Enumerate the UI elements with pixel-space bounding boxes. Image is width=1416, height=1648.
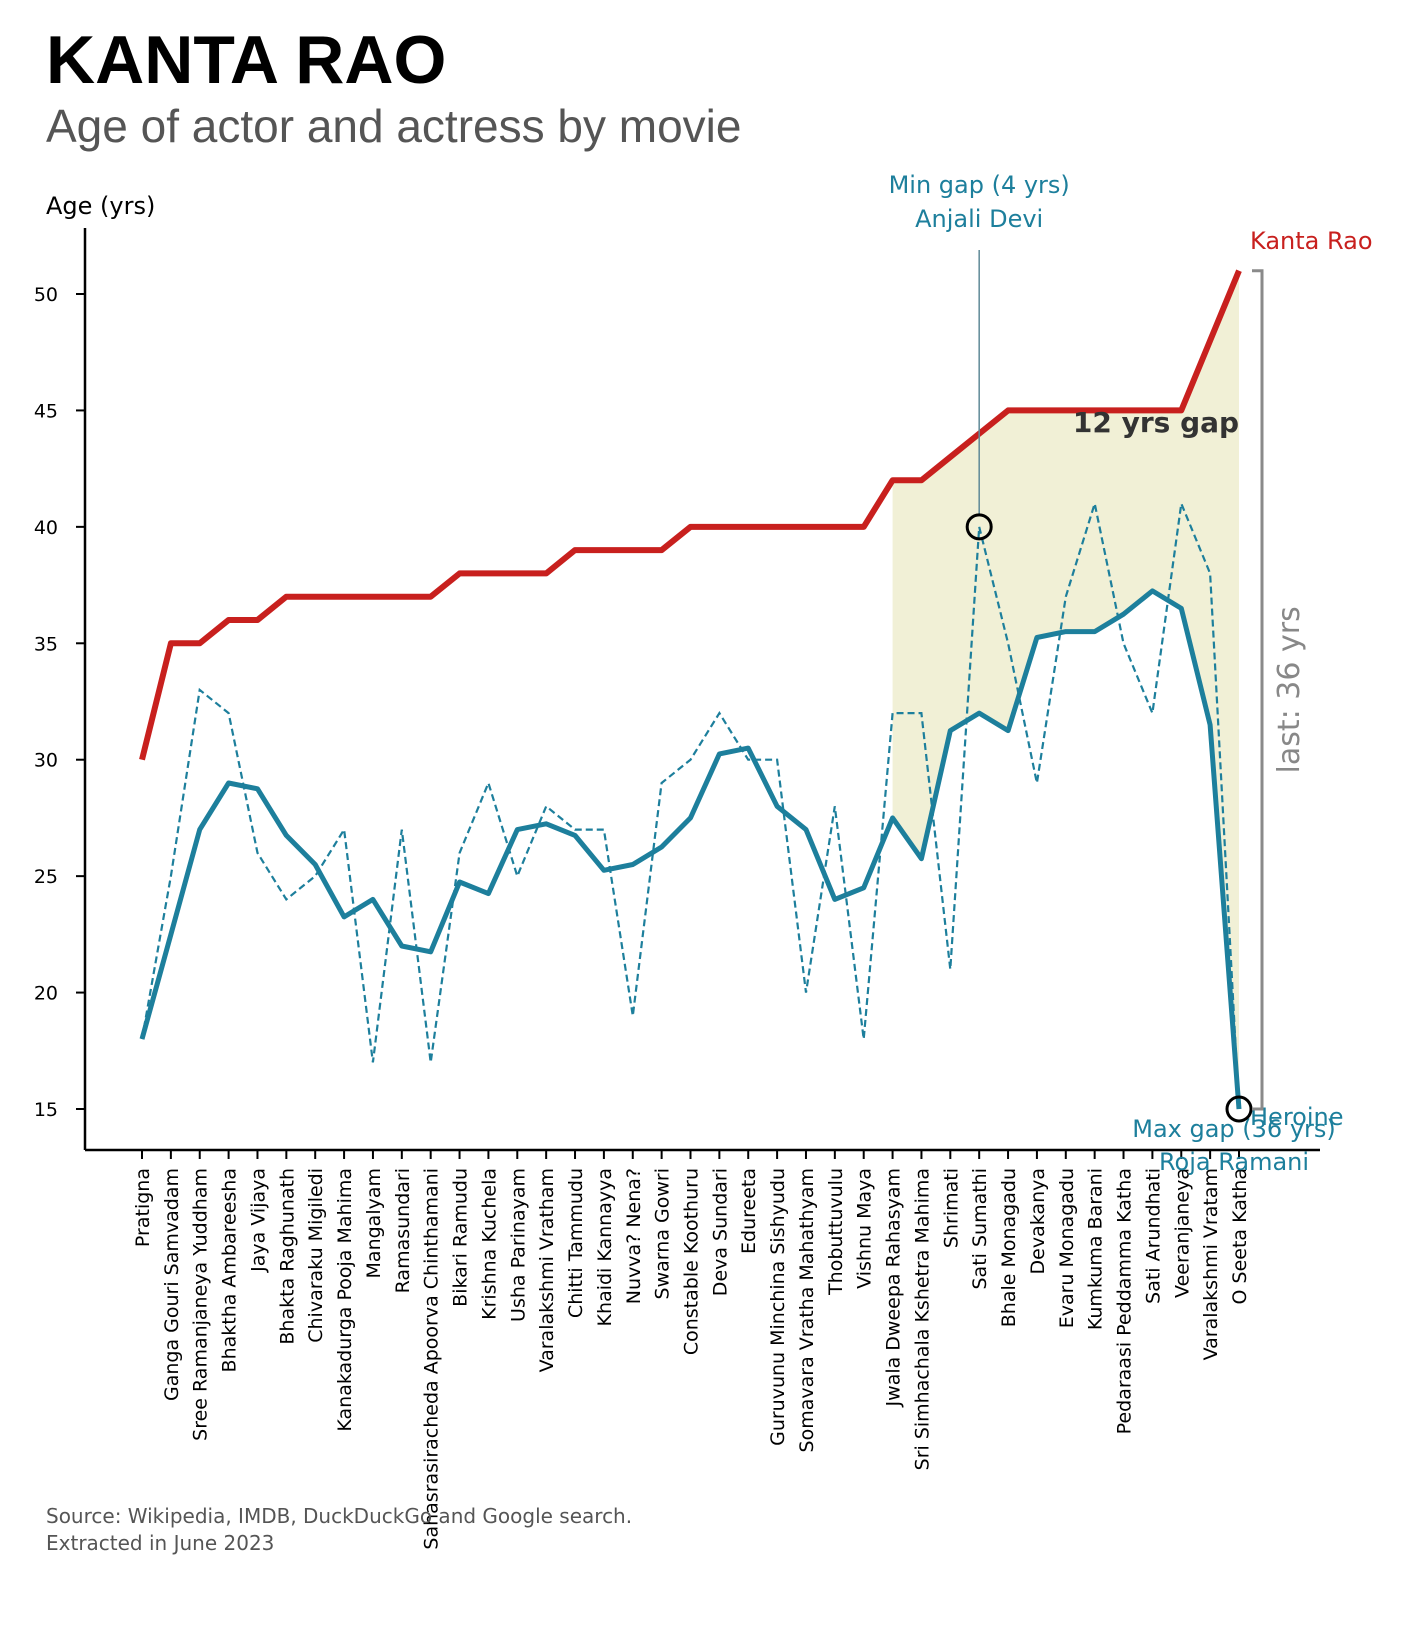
x-category-label: Jwala Dweepa Rahasyam xyxy=(883,1168,905,1407)
x-category-label: Shrimati xyxy=(940,1168,962,1248)
x-category-label: Bikari Ramudu xyxy=(450,1168,472,1307)
min-gap-actress-label: Anjali Devi xyxy=(915,205,1043,233)
heroine-age-dashed-line xyxy=(140,499,1241,1110)
annotations: Min gap (4 yrs) Anjali Devi Max gap (36 … xyxy=(889,171,1373,1176)
x-category-label: Krishna Kuchela xyxy=(478,1168,500,1320)
x-category-label: Thobuttuvulu xyxy=(825,1168,847,1296)
actor-series-label: Kanta Rao xyxy=(1250,227,1373,255)
x-category-label: Devakanya xyxy=(1027,1168,1049,1274)
extraction-date-note: Extracted in June 2023 xyxy=(46,1531,274,1555)
x-category-label: Pratigna xyxy=(132,1168,154,1247)
x-category-label: Mangalyam xyxy=(363,1168,385,1278)
x-category-label: Varalakshmi Vratam xyxy=(1200,1168,1222,1360)
average-gap-label: 12 yrs gap xyxy=(1073,406,1239,439)
chart-title: KANTA RAO xyxy=(46,22,446,98)
x-category-label: Vishnu Maya xyxy=(854,1168,876,1289)
x-category-label: Kumkuma Barani xyxy=(1085,1168,1107,1330)
x-category-label: Nuvva? Nena? xyxy=(623,1168,645,1304)
max-gap-marker xyxy=(1225,1095,1253,1123)
x-category-label: Ramasundari xyxy=(392,1168,414,1293)
chart-subtitle: Age of actor and actress by movie xyxy=(46,100,741,152)
x-category-label: Sree Ramanjaneya Yuddham xyxy=(190,1168,212,1441)
y-tick-label: 30 xyxy=(34,750,58,772)
x-category-labels: Pratigna Ganga Gouri Samvadam Sree Ramanja… xyxy=(132,1150,1251,1550)
y-tick-label: 45 xyxy=(34,400,58,422)
y-tick-label: 25 xyxy=(34,866,58,888)
x-category-label: Guruvunu Minchina Sishyudu xyxy=(767,1168,789,1446)
x-category-label: Constable Koothuru xyxy=(681,1168,703,1355)
x-category-label: Deva Sundari xyxy=(709,1168,731,1296)
x-category-label: O Seeta Katha xyxy=(1229,1168,1251,1304)
y-tick-label: 35 xyxy=(34,633,58,655)
y-axis-label: Age (yrs) xyxy=(46,192,155,220)
y-tick-label: 20 xyxy=(34,983,58,1005)
y-tick-label: 40 xyxy=(34,517,58,539)
source-note: Source: Wikipedia, IMDB, DuckDuckGo and … xyxy=(46,1504,632,1528)
x-category-label: Usha Parinayam xyxy=(507,1168,529,1322)
x-category-label: Somavara Vratha Mahathyam xyxy=(796,1168,818,1452)
x-category-label: Chivaraku Migiledi xyxy=(305,1168,327,1343)
heroine-age-average-line xyxy=(139,588,1242,1110)
x-category-label: Veeranjaneya xyxy=(1171,1168,1193,1298)
x-category-label: Ganga Gouri Samvadam xyxy=(161,1168,183,1401)
actress-series-label: Heroine xyxy=(1250,1103,1343,1131)
x-category-label: Edureeta xyxy=(738,1168,760,1254)
y-tick-label: 15 xyxy=(34,1099,58,1121)
x-category-label: Bhaktha Ambareesha xyxy=(219,1168,241,1372)
actor-age-line xyxy=(139,269,1242,761)
x-category-label: Khaidi Kannayya xyxy=(594,1168,616,1326)
x-category-label: Chitti Tammudu xyxy=(565,1168,587,1318)
max-gap-actress-label: Roja Ramani xyxy=(1159,1148,1309,1176)
x-category-label: Bhakta Raghunath xyxy=(276,1168,298,1345)
x-category-label: Bhale Monagadu xyxy=(998,1168,1020,1327)
min-gap-label: Min gap (4 yrs) xyxy=(889,171,1070,199)
last-gap-label: last: 36 yrs xyxy=(1272,606,1307,773)
x-category-label: Kanakadurga Pooja Mahima xyxy=(334,1168,356,1432)
series-lines xyxy=(139,269,1242,1110)
x-category-label: Swarna Gowri xyxy=(652,1168,674,1299)
x-category-label: Jaya Vijaya xyxy=(248,1168,270,1273)
x-category-label: Sahasrasiracheda Apoorva Chinthamani xyxy=(421,1168,443,1550)
last-gap-bracket xyxy=(1252,269,1264,1111)
x-category-label: Varalakshmi Vratham xyxy=(536,1168,558,1372)
x-category-label: Pedaraasi Peddamma Katha xyxy=(1114,1168,1136,1434)
x-category-label: Sati Sumathi xyxy=(969,1168,991,1290)
min-gap-marker xyxy=(965,513,993,541)
x-category-label: Evaru Monagadu xyxy=(1056,1168,1078,1328)
y-tick-label: 50 xyxy=(34,284,58,306)
x-category-label: Sati Arundhati xyxy=(1142,1168,1164,1304)
x-category-label: Sri Simhachala Kshetra Mahima xyxy=(911,1168,933,1470)
axes: 15 20 25 30 35 40 45 50 xyxy=(34,228,1320,1152)
